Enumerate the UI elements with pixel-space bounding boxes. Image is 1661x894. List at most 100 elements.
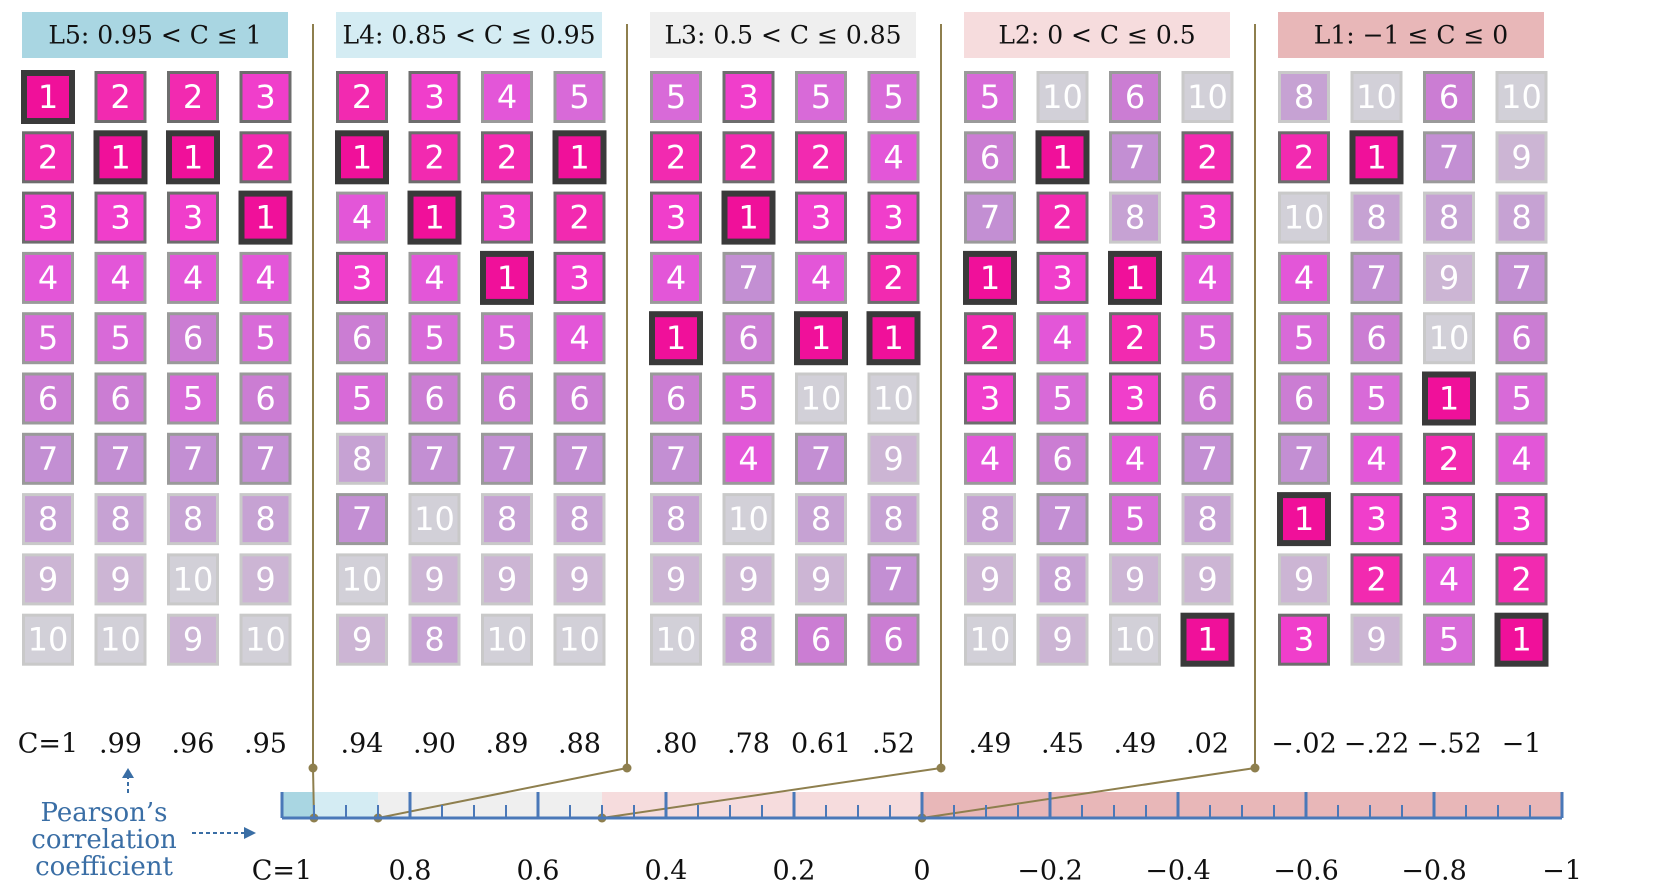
rank-number: 8 <box>1439 199 1459 237</box>
rank-number: 10 <box>28 621 69 659</box>
rank-number: 1 <box>38 78 58 116</box>
correlation-value: .90 <box>413 729 456 760</box>
rank-cell-fill <box>1184 134 1231 181</box>
rank-cell: 1 <box>1277 492 1331 547</box>
rank-cell: 9 <box>1036 613 1089 666</box>
rank-number: 9 <box>1511 138 1531 176</box>
rank-cell: 4 <box>553 312 606 365</box>
rank-cell-fill <box>967 315 1013 362</box>
rank-number: 10 <box>414 500 455 538</box>
rank-number: 5 <box>110 319 130 357</box>
rank-cell: 7 <box>553 432 606 485</box>
rank-cell: 6 <box>167 312 219 365</box>
rank-number: 2 <box>38 138 58 176</box>
rank-cell-fill <box>725 254 772 301</box>
rank-number: 3 <box>1366 500 1386 538</box>
rank-cell: 6 <box>1181 372 1234 425</box>
rank-cell: 2 <box>795 131 847 184</box>
rank-cell-fill <box>967 496 1013 543</box>
rank-cell-fill <box>967 194 1013 241</box>
rank-cell-fill <box>97 315 144 362</box>
rank-cell: 3 <box>1350 493 1403 546</box>
rank-cell-fill <box>653 254 699 301</box>
rank-cell: 7 <box>650 432 702 485</box>
rank-cell-fill <box>1112 375 1158 422</box>
rank-cell-fill <box>727 196 770 239</box>
rank-number: 5 <box>666 78 686 116</box>
rank-cell: 7 <box>94 432 147 485</box>
rank-cell: 5 <box>1109 493 1161 546</box>
rank-cell: 8 <box>94 493 147 546</box>
axis-tick-label: −1 <box>1542 856 1582 887</box>
correlation-value: .96 <box>172 729 215 760</box>
rank-cell-fill <box>1039 616 1086 663</box>
rank-cell-fill <box>1353 254 1400 301</box>
rank-cell-fill <box>1112 194 1158 241</box>
rank-cell: 7 <box>1181 432 1234 485</box>
rank-number: 9 <box>738 560 758 598</box>
rank-number: 4 <box>1294 259 1314 297</box>
group-header-l3 <box>650 12 916 58</box>
rank-number: 6 <box>666 380 686 418</box>
rank-cell-fill <box>1498 496 1545 543</box>
rank-number: 9 <box>1294 560 1314 598</box>
rank-cell: 5 <box>1036 372 1089 425</box>
rank-cell-fill <box>870 496 917 543</box>
rank-cell: 7 <box>408 432 461 485</box>
rank-number: 10 <box>173 560 214 598</box>
rank-cell-fill <box>1498 194 1545 241</box>
rank-number: 5 <box>1125 500 1145 538</box>
rank-number: 3 <box>255 78 275 116</box>
rank-cell-fill <box>1426 496 1472 543</box>
rank-cell-fill <box>1498 315 1545 362</box>
rank-cell: 3 <box>336 251 388 304</box>
rank-cell: 10 <box>1495 71 1548 123</box>
rank-cell-fill <box>1112 496 1158 543</box>
rank-cell: 6 <box>722 312 775 365</box>
rank-cell: 1 <box>721 190 776 245</box>
rank-number: 8 <box>1366 199 1386 237</box>
rank-cell-fill <box>411 616 458 663</box>
rank-cell-fill <box>97 74 144 120</box>
rank-number: 3 <box>183 199 203 237</box>
rank-cell-fill <box>411 556 458 603</box>
rank-cell-fill <box>1281 134 1327 181</box>
axis-tick-label: 0.4 <box>645 856 688 887</box>
rank-cell: 10 <box>795 372 847 425</box>
rank-cell: 7 <box>722 251 775 304</box>
rank-cell: 6 <box>408 372 461 425</box>
rank-number: 7 <box>255 440 275 478</box>
rank-cell: 2 <box>1350 553 1403 606</box>
rank-cell: 2 <box>964 312 1016 365</box>
rank-number: 10 <box>342 560 383 598</box>
rank-cell-fill <box>242 435 289 482</box>
rank-number: 3 <box>569 259 589 297</box>
rank-number: 7 <box>980 199 1000 237</box>
rank-cell-fill <box>870 556 917 603</box>
rank-cell-fill <box>484 74 530 120</box>
rank-cell-fill <box>1112 556 1158 603</box>
rank-cell: 9 <box>964 553 1016 606</box>
rank-number: 3 <box>110 199 130 237</box>
rank-cell-fill <box>1353 315 1400 362</box>
rank-cell-fill <box>969 256 1011 299</box>
rank-cell: 9 <box>167 613 219 666</box>
rank-number: 5 <box>183 380 203 418</box>
rank-cell-fill <box>653 616 699 663</box>
rank-cell: 2 <box>1109 312 1161 365</box>
rank-number: 9 <box>1366 621 1386 659</box>
rank-number: 5 <box>1294 319 1314 357</box>
correlation-value: .45 <box>1041 729 1084 760</box>
rank-number: 4 <box>255 259 275 297</box>
correlation-value: .95 <box>244 729 287 760</box>
rank-cell-fill <box>242 556 289 603</box>
rank-number: 7 <box>1052 500 1072 538</box>
rank-cell: 2 <box>336 71 388 123</box>
rank-cell: 1 <box>552 130 607 185</box>
rank-cell: 6 <box>867 613 920 666</box>
rank-cell-fill <box>1184 254 1231 301</box>
rank-cell: 5 <box>795 71 847 123</box>
rank-number: 1 <box>1125 259 1145 297</box>
rank-number: 8 <box>255 500 275 538</box>
rank-cell-fill <box>1426 556 1472 603</box>
